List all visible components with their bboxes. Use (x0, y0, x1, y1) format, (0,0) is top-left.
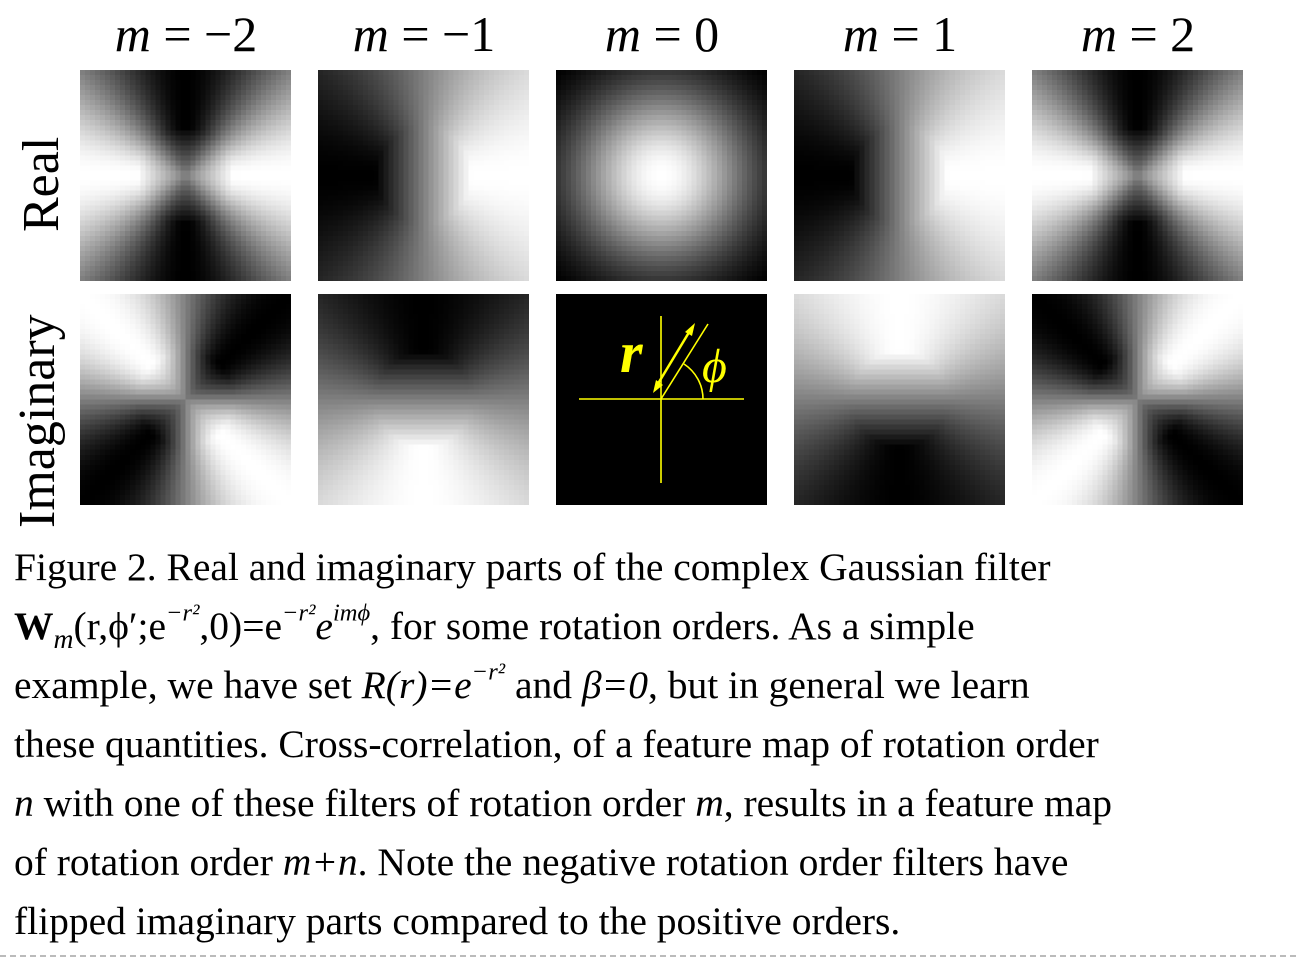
angle-arc (683, 363, 704, 400)
real-part-m-neg1-panel (318, 70, 529, 281)
column-header-m-0: m = 0 (604, 6, 720, 62)
caption-line-7: flipped imaginary parts compared to the … (14, 899, 901, 943)
radius-dimension-arrow (654, 328, 693, 388)
imaginary-part-m-1-panel (794, 294, 1005, 505)
real-part-m-0-panel (556, 70, 767, 281)
row-label-imaginary: Imaginary (9, 314, 66, 528)
caption-line-3: example, we have set R(r)=e−r² and β=0, … (14, 658, 1030, 707)
column-header-m-1: m = 1 (842, 6, 958, 62)
imaginary-part-m-neg1-panel (318, 294, 529, 505)
caption-line-5: n with one of these filters of rotation … (14, 781, 1112, 825)
page-divider (0, 955, 1296, 957)
caption-line-1: Figure 2. Real and imaginary parts of th… (14, 545, 1051, 589)
column-header-m-neg1: m = −1 (352, 6, 496, 62)
imaginary-part-m-neg2-panel (80, 294, 291, 505)
polar-coordinates-diagram: r ϕ (556, 294, 767, 505)
caption-line-2: Wm(r,ϕ′;e−r²,0)=e−r²eimϕ, for some rotat… (14, 599, 975, 654)
real-part-m-1-panel (794, 70, 1005, 281)
imaginary-part-m-2-panel (1032, 294, 1243, 505)
real-part-m-neg2-panel (80, 70, 291, 281)
caption-line-6: of rotation order m+n. Note the negative… (14, 840, 1069, 884)
row-label-real: Real (13, 136, 70, 232)
radius-line (660, 323, 709, 400)
column-header-m-neg2: m = −2 (114, 6, 258, 62)
caption-line-4: these quantities. Cross-correlation, of … (14, 722, 1099, 766)
r-label: r (620, 320, 643, 385)
column-header-m-2: m = 2 (1080, 6, 1196, 62)
figure-caption: Figure 2. Real and imaginary parts of th… (14, 538, 1244, 951)
phi-label: ϕ (702, 340, 727, 393)
real-part-m-2-panel (1032, 70, 1243, 281)
